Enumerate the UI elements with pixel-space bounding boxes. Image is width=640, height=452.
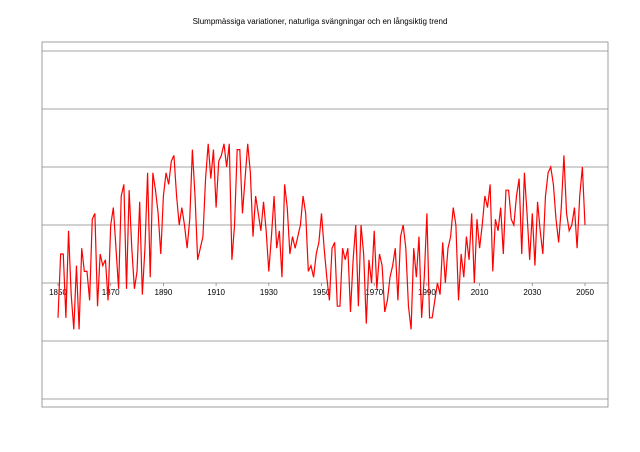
x-tick-label: 1910 xyxy=(207,288,225,297)
x-tick-label: 2010 xyxy=(471,288,489,297)
x-tick-label: 1930 xyxy=(260,288,278,297)
x-tick-label: 1870 xyxy=(102,288,120,297)
x-tick-label: 1970 xyxy=(365,288,383,297)
x-tick-label: 1890 xyxy=(155,288,173,297)
x-tick-label: 2030 xyxy=(523,288,541,297)
x-tick-label: 2050 xyxy=(576,288,594,297)
plot-border xyxy=(41,41,609,408)
x-tick-label: 1990 xyxy=(418,288,436,297)
x-tick-label: 1950 xyxy=(313,288,331,297)
x-tick-label: 1850 xyxy=(49,288,67,297)
chart-title: Slumpmässiga variationer, naturliga svän… xyxy=(193,17,448,26)
data-line xyxy=(57,143,586,330)
